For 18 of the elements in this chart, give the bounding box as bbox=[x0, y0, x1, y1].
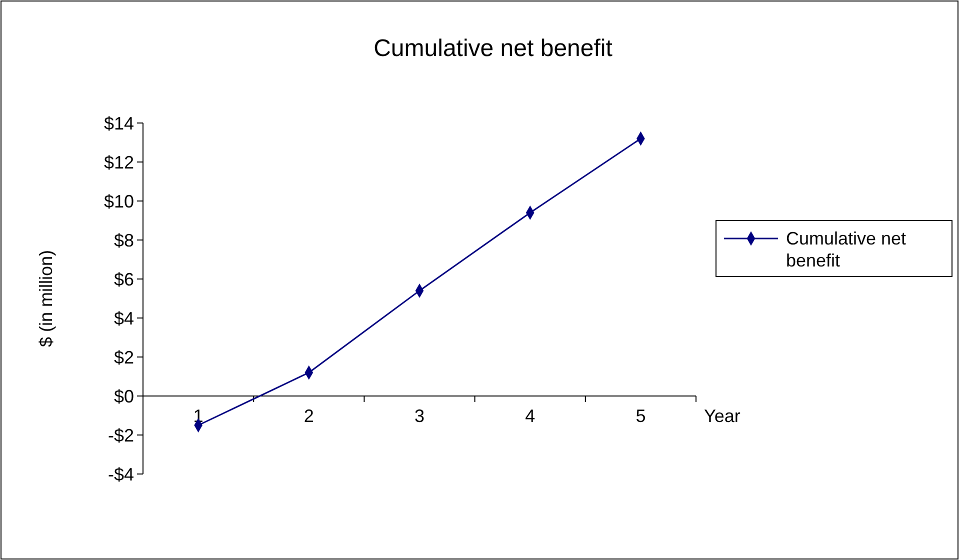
y-tick-label: $10 bbox=[104, 191, 134, 212]
y-tick-label: $12 bbox=[104, 152, 134, 172]
y-tick-label: $6 bbox=[114, 269, 134, 290]
x-tick-label: 3 bbox=[414, 406, 425, 426]
y-tick-label: -$2 bbox=[108, 425, 134, 446]
y-tick-label: $4 bbox=[114, 308, 134, 328]
x-tick-label: 4 bbox=[525, 406, 536, 426]
x-tick-label: 5 bbox=[636, 406, 646, 426]
y-tick-label: -$4 bbox=[108, 464, 134, 484]
x-axis-title: Year bbox=[704, 406, 740, 426]
chart-title: Cumulative net benefit bbox=[374, 35, 613, 62]
y-tick-label: $2 bbox=[114, 347, 134, 368]
y-axis-title: $ (in million) bbox=[36, 250, 56, 348]
x-tick-label: 2 bbox=[304, 406, 314, 426]
y-tick-label: $14 bbox=[104, 113, 134, 134]
y-tick-label: $8 bbox=[114, 230, 134, 250]
y-tick-label: $0 bbox=[114, 386, 134, 406]
legend-label: Cumulative net benefit bbox=[786, 228, 906, 270]
